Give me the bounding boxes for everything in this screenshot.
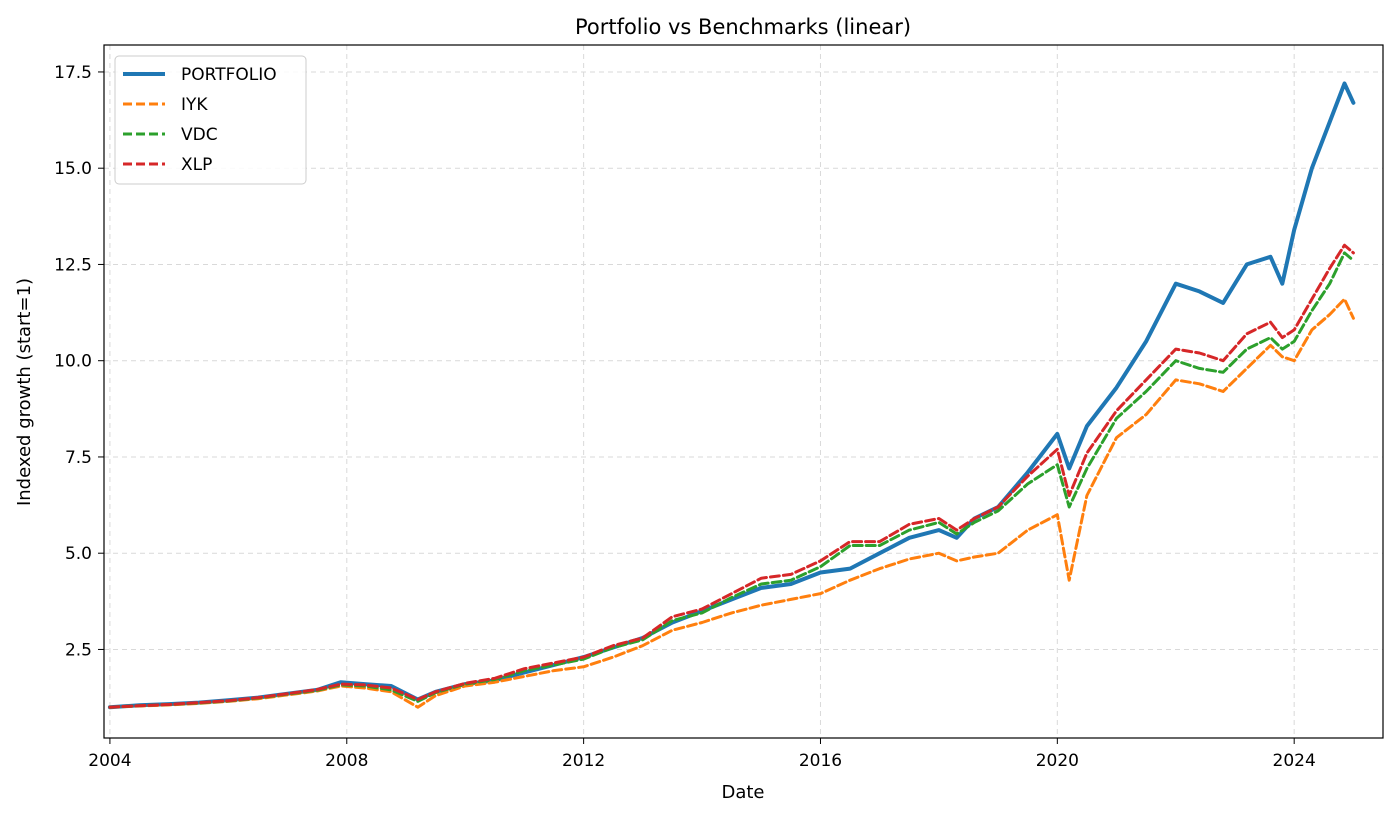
y-tick-label: 5.0 [65, 544, 92, 564]
legend-label-xlp: XLP [181, 155, 212, 175]
y-tick-label: 10.0 [54, 352, 92, 372]
series-line-xlp [108, 243, 1355, 709]
y-tick-label: 12.5 [54, 255, 92, 275]
y-tick-label: 17.5 [54, 63, 92, 83]
x-tick-label: 2024 [1273, 751, 1316, 771]
x-tick-label: 2008 [325, 751, 368, 771]
x-tick-label: 2020 [1036, 751, 1079, 771]
y-tick-label: 2.5 [65, 640, 92, 660]
x-axis-label: Date [721, 782, 764, 803]
y-tick-label: 15.0 [54, 159, 92, 179]
x-tick-label: 2004 [88, 751, 131, 771]
legend: PORTFOLIO IYK VDC XLP [114, 55, 307, 185]
grid [104, 45, 1383, 738]
legend-label-iyk: IYK [181, 95, 208, 115]
y-axis-label: Indexed growth (start=1) [14, 278, 35, 506]
plot-area [107, 81, 1356, 710]
y-tick-label: 7.5 [65, 448, 92, 468]
y-axis: 2.5 5.0 7.5 10.0 12.5 15.0 17.5 [54, 63, 104, 660]
axes-frame [103, 44, 1384, 739]
series-line-portfolio [107, 81, 1356, 710]
x-axis: 2004 2008 2012 2016 2020 2024 [88, 738, 1316, 771]
legend-label-portfolio: PORTFOLIO [181, 65, 277, 85]
x-tick-label: 2012 [562, 751, 605, 771]
chart-title: Portfolio vs Benchmarks (linear) [575, 15, 911, 39]
x-tick-label: 2016 [799, 751, 842, 771]
legend-box [114, 55, 307, 185]
legend-label-vdc: VDC [181, 125, 218, 145]
